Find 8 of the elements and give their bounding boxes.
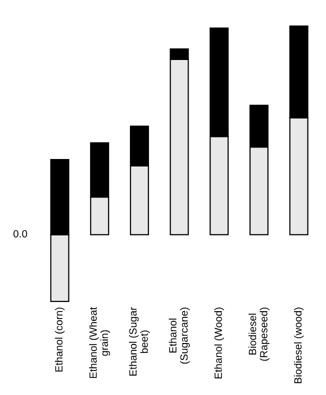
x-tick-label: Ethanol (Sugar beet) [128, 307, 150, 376]
x-tick-label: Ethanol (Wheat grain) [89, 307, 110, 378]
x-tick-label: Ethanol (corn) [54, 308, 65, 372]
text: 0.0 [13, 230, 28, 238]
x-tick-label: Biodiesel (wood) [294, 308, 304, 384]
x-tick-label: Ethanol (Wood) [214, 308, 224, 378]
x-tick-label: Biodiesel (Rapeseed) [248, 308, 270, 361]
x-tick-label: Ethanol (Sugarcane) [168, 308, 190, 364]
